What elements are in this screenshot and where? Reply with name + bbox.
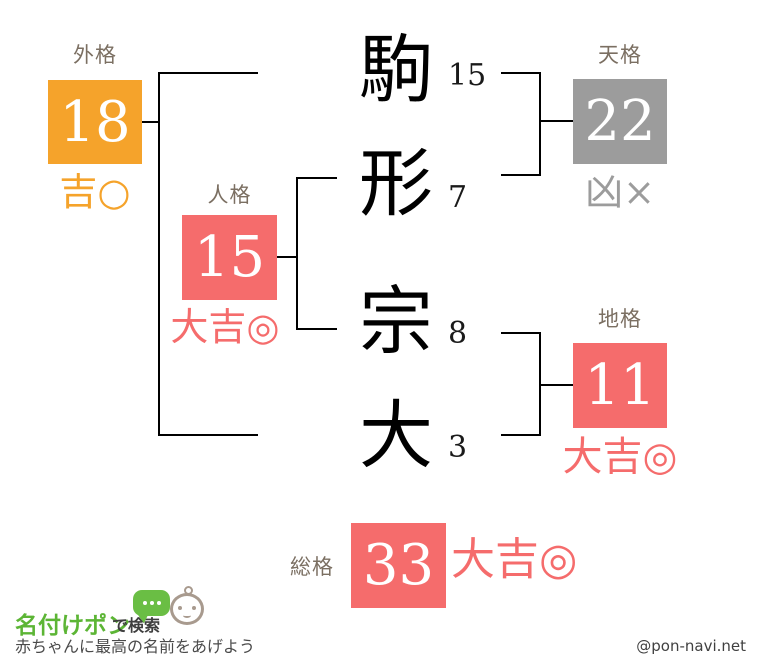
stroke-count-2: 7	[448, 180, 468, 215]
chikaku-bracket-vertical	[539, 332, 541, 436]
jinkaku-bracket-top	[296, 177, 337, 179]
chikaku-rating: 大吉◎	[562, 434, 678, 480]
name-char-3: 宗	[359, 279, 433, 365]
name-char-4: 大	[359, 393, 433, 479]
jinkaku-box-connector	[277, 256, 296, 258]
tenkaku-bracket-top	[501, 72, 539, 74]
baby-mouth	[183, 613, 191, 618]
baby-hair-curl	[184, 586, 193, 595]
chikaku-value-box: 11	[573, 343, 667, 428]
bubble-dot	[156, 601, 161, 605]
name-char-2: 形	[359, 141, 433, 227]
tenkaku-bracket-vertical	[539, 72, 541, 176]
bubble-dot	[142, 601, 147, 605]
stroke-count-3: 8	[448, 316, 468, 351]
chikaku-box-connector	[541, 384, 573, 386]
chikaku-bracket-top	[501, 332, 539, 334]
baby-face-icon	[170, 586, 204, 625]
gaikaku-bracket-top	[158, 72, 258, 74]
soukaku-value-box: 33	[351, 523, 446, 608]
bubble-dot	[149, 601, 154, 605]
tenkaku-value-box: 22	[573, 79, 667, 164]
soukaku-rating: 大吉◎	[451, 534, 578, 585]
tenkaku-rating: 凶×	[585, 170, 655, 214]
gaikaku-bracket-bottom	[158, 434, 258, 436]
jinkaku-value-box: 15	[182, 215, 277, 300]
gaikaku-label: 外格	[73, 43, 117, 67]
tenkaku-bracket-bottom	[501, 174, 539, 176]
gaikaku-value-box: 18	[48, 80, 142, 164]
gaikaku-rating: 吉○	[59, 170, 131, 214]
tenkaku-box-connector	[541, 120, 573, 122]
brand-tagline: 赤ちゃんに最高の名前をあげよう	[15, 637, 256, 656]
stroke-count-4: 3	[448, 430, 468, 465]
jinkaku-bracket-bottom	[296, 328, 337, 330]
gaikaku-box-connector	[142, 121, 158, 123]
chikaku-bracket-bottom	[501, 434, 539, 436]
site-watermark: @pon-navi.net	[636, 637, 746, 655]
jinkaku-label: 人格	[207, 183, 252, 207]
jinkaku-bracket-vertical	[296, 177, 298, 330]
gaikaku-bracket-vertical	[158, 72, 160, 436]
jinkaku-rating: 大吉◎	[170, 305, 280, 349]
brand-name: 名付けポン	[15, 613, 130, 639]
soukaku-label: 総格	[290, 555, 334, 579]
name-char-1: 駒	[359, 27, 433, 113]
tenkaku-label: 天格	[598, 43, 642, 67]
baby-eye-left	[178, 606, 182, 610]
chikaku-label: 地格	[598, 307, 642, 331]
stroke-count-1: 15	[448, 58, 487, 93]
baby-eye-right	[192, 606, 196, 610]
speech-bubble-icon	[133, 590, 170, 616]
